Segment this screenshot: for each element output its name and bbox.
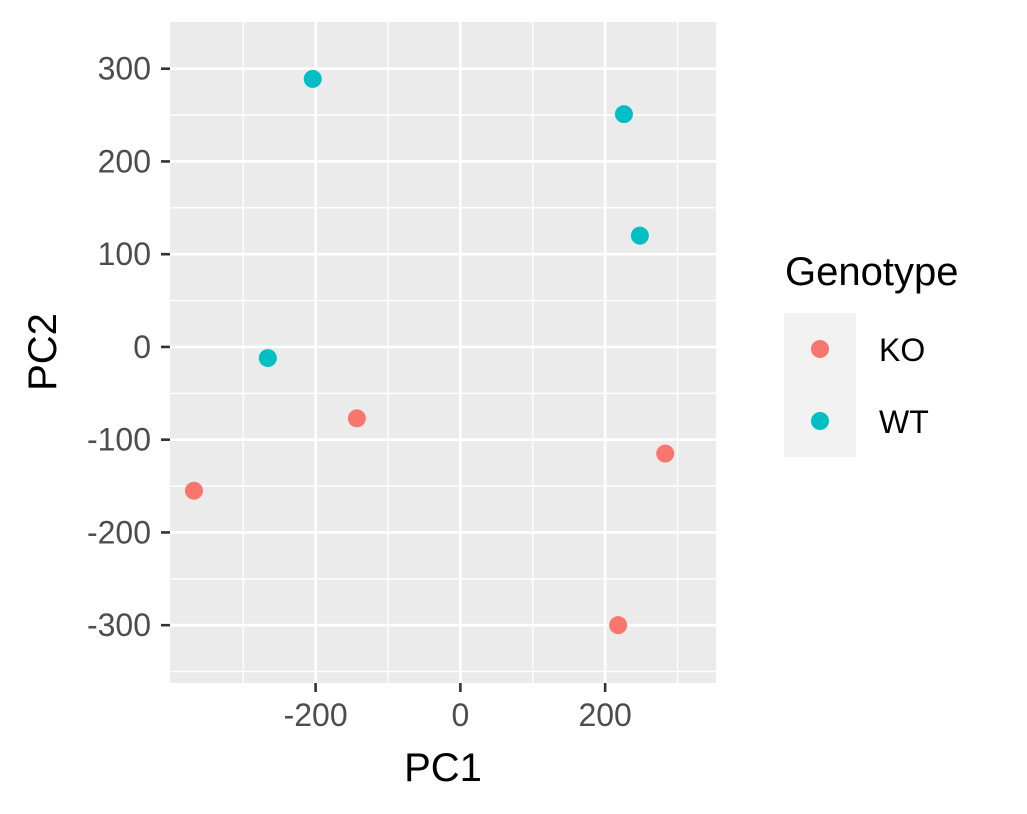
legend-label-wt: WT <box>879 404 929 440</box>
legend-key-background <box>784 313 856 457</box>
point-ko <box>609 616 628 635</box>
point-ko <box>185 481 203 500</box>
legend-title: Genotype <box>785 250 958 294</box>
axis-tick-labels: -200 0 200 -300 -200 -100 0 100 200 300 <box>87 51 632 733</box>
legend-items: KO WT <box>811 332 929 440</box>
legend-key-wt <box>811 412 829 430</box>
y-tick-label: -300 <box>87 607 151 643</box>
y-axis-title: PC2 <box>21 313 65 391</box>
axis-ticks <box>161 67 607 692</box>
legend-label-ko: KO <box>879 332 925 368</box>
minor-gridlines <box>170 22 716 683</box>
point-wt <box>303 69 322 88</box>
point-wt <box>630 226 649 245</box>
y-tick-label: 100 <box>98 236 151 272</box>
x-tick-label: 200 <box>578 697 631 733</box>
y-tick-label: 0 <box>133 329 151 365</box>
plot-panel <box>170 22 716 683</box>
legend-key-ko <box>811 340 829 358</box>
legend: Genotype KO WT <box>784 250 958 457</box>
x-tick-label: -200 <box>284 697 348 733</box>
point-wt <box>614 105 633 124</box>
point-wt <box>258 349 277 368</box>
y-tick-label: -200 <box>87 514 151 550</box>
major-gridlines <box>170 22 716 683</box>
x-tick-label: 0 <box>451 697 469 733</box>
y-tick-label: -100 <box>87 422 151 458</box>
point-ko <box>347 409 366 428</box>
y-tick-label: 300 <box>98 51 151 87</box>
y-tick-label: 200 <box>98 143 151 179</box>
x-axis-title: PC1 <box>404 746 482 790</box>
point-ko <box>656 444 675 463</box>
data-points <box>185 69 675 635</box>
